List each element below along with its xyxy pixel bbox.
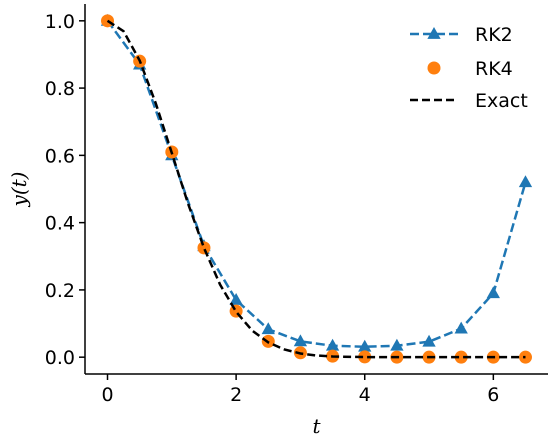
legend-rk2-label: RK2	[475, 24, 513, 46]
rk2-point	[390, 338, 404, 351]
x-tick-label: 4	[359, 384, 371, 406]
y-tick-label: 1.0	[45, 11, 75, 33]
plot-area	[100, 13, 533, 364]
legend: RK2 RK4 Exact	[410, 24, 528, 112]
rk2-point	[325, 338, 340, 351]
rk4-point	[454, 350, 468, 364]
x-tick-label: 0	[101, 384, 113, 406]
rk2-point	[358, 339, 372, 352]
rk2-point	[454, 321, 468, 334]
axes: 0 2 4 6 0.0 0.2 0.4 0.6 0.8 1.0 t y(t)	[7, 4, 548, 438]
y-ticks: 0.0 0.2 0.4 0.6 0.8 1.0	[45, 11, 85, 369]
rk4-point	[197, 241, 211, 255]
rk2-point	[422, 334, 436, 347]
rk2-series-line	[106, 20, 527, 349]
x-tick-label: 6	[487, 384, 499, 406]
y-tick-label: 0.6	[45, 145, 75, 167]
rk2-point	[229, 293, 243, 305]
exact-series-line	[106, 19, 526, 359]
rk2-point	[293, 334, 308, 347]
rk4-point	[358, 350, 372, 364]
legend-rk4-label: RK4	[475, 58, 513, 80]
legend-exact-label: Exact	[475, 90, 528, 112]
x-tick-label: 2	[230, 384, 242, 406]
x-axis-label: t	[312, 414, 321, 438]
x-ticks: 0 2 4 6	[101, 374, 499, 406]
y-tick-label: 0.8	[45, 78, 75, 100]
rk2-point	[518, 175, 533, 188]
legend-rk4-marker	[427, 61, 441, 75]
y-tick-label: 0.0	[45, 347, 75, 369]
legend-rk2-marker	[427, 27, 441, 39]
rk2-point	[486, 286, 500, 299]
y-tick-label: 0.2	[45, 280, 75, 302]
y-tick-label: 0.4	[45, 213, 75, 235]
y-axis-label: y(t)	[7, 172, 31, 208]
rk2-point	[261, 322, 275, 335]
